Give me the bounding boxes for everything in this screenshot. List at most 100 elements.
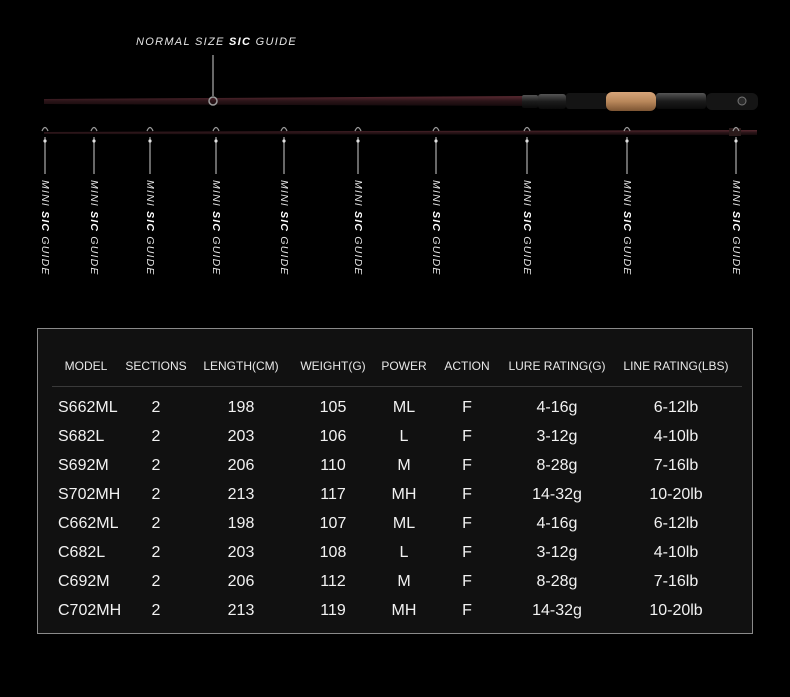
guide-emphasis: SIC [730, 211, 742, 233]
guide-emphasis: SIC [210, 211, 222, 233]
table-cell: 198 [227, 515, 255, 532]
mini-guide-ring [523, 126, 531, 132]
table-cell: 2 [151, 428, 161, 445]
model-cell: S692M [58, 457, 109, 474]
table-cell: 2 [151, 573, 161, 590]
table-cell: 7-16lb [653, 573, 699, 590]
table-cell: 105 [319, 399, 347, 416]
guide-suffix: GUIDE [621, 232, 633, 276]
guide-dot [625, 139, 629, 143]
guide-prefix: MINI [39, 180, 51, 212]
guide-prefix: MINI [730, 180, 742, 212]
table-cell: MH [391, 486, 417, 503]
model-cell: C692M [58, 573, 110, 590]
table-cell: F [462, 486, 472, 503]
mini-guide-label: MINI SIC GUIDE [352, 180, 364, 276]
header-divider [52, 386, 742, 387]
column-header: SECTIONS [125, 359, 187, 373]
mini-guide-ring [623, 126, 631, 132]
mini-guide-label: MINI SIC GUIDE [730, 180, 742, 276]
guide-emphasis: SIC [39, 211, 51, 233]
guide-suffix: GUIDE [730, 232, 742, 276]
model-cell: S702MH [58, 486, 121, 503]
table-cell: 206 [227, 457, 255, 474]
table-cell: 2 [151, 602, 161, 619]
guide-prefix: MINI [278, 180, 290, 212]
guide-prefix: MINI [144, 180, 156, 212]
table-cell: 110 [320, 457, 346, 474]
table-cell: 2 [151, 544, 161, 561]
table-cell: 4-16g [536, 515, 578, 532]
table-cell: 108 [319, 544, 347, 561]
table-cell: F [462, 399, 472, 416]
table-cell: F [462, 544, 472, 561]
table-cell: ML [392, 515, 416, 532]
column-header: WEIGHT(G) [300, 359, 366, 373]
guide-emphasis: SIC [88, 211, 100, 233]
table-cell: 107 [319, 515, 347, 532]
table-cell: F [462, 457, 472, 474]
table-cell: M [397, 573, 411, 590]
mini-guide-ring [280, 126, 288, 132]
guide-markers [41, 126, 740, 174]
table-cell: 6-12lb [653, 515, 699, 532]
table-cell: 2 [151, 486, 161, 503]
mini-guide-label: MINI SIC GUIDE [621, 180, 633, 276]
column-header: LINE RATING(LBS) [623, 359, 729, 373]
guide-prefix: MINI [430, 180, 442, 212]
table-cell: 106 [319, 428, 347, 445]
guide-dot [434, 139, 438, 143]
guide-emphasis: SIC [278, 211, 290, 233]
model-cell: S662ML [58, 399, 118, 416]
table-cell: 4-10lb [653, 428, 699, 445]
column-header: LURE RATING(G) [508, 359, 606, 373]
guide-prefix: MINI [521, 180, 533, 212]
model-cell: C702MH [58, 602, 122, 619]
normal-guide-label: NORMAL SIZE SIC GUIDE [136, 36, 297, 48]
table-cell: 10-20lb [649, 602, 703, 619]
guide-emphasis: SIC [144, 211, 156, 233]
mini-guide-label: MINI SIC GUIDE [521, 180, 533, 276]
table-cell: 14-32g [532, 486, 582, 503]
mini-guide-ring [212, 126, 220, 132]
guide-dot [734, 139, 738, 143]
table-cell: L [399, 428, 409, 445]
model-cell: C662ML [58, 515, 119, 532]
table-cell: 7-16lb [653, 457, 699, 474]
table-cell: 2 [151, 515, 161, 532]
table-cell: 112 [320, 573, 346, 590]
table-cell: 8-28g [536, 573, 578, 590]
table-cell: 10-20lb [649, 486, 703, 503]
table-cell: ML [392, 399, 416, 416]
guide-dot [214, 139, 218, 143]
mini-guide-label: MINI SIC GUIDE [278, 180, 290, 276]
table-cell: 203 [227, 544, 255, 561]
table-cell: 3-12g [536, 544, 578, 561]
table-cell: MH [391, 602, 417, 619]
normal-guide-marker [208, 96, 218, 106]
guide-dot [92, 139, 96, 143]
table-cell: 4-10lb [653, 544, 699, 561]
guide-emphasis: SIC [521, 211, 533, 233]
guide-suffix: GUIDE [144, 232, 156, 276]
table-cell: F [462, 515, 472, 532]
rod-illustration: NORMAL SIZE SIC GUIDE MINI SIC GUIDE MINI… [0, 0, 790, 300]
table-cell: 198 [227, 399, 255, 416]
table-cell: 4-16g [536, 399, 578, 416]
table-cell: 117 [320, 486, 346, 503]
table-cell: L [399, 544, 409, 561]
mini-guide-ring [354, 126, 362, 132]
mini-guide-ring [146, 126, 154, 132]
guide-suffix: GUIDE [521, 232, 533, 276]
cork-grip [606, 92, 656, 111]
guide-dot [282, 139, 286, 143]
guide-prefix: MINI [352, 180, 364, 212]
model-cell: C682L [58, 544, 106, 561]
rod-tip-section [44, 128, 757, 136]
table-cell: 3-12g [536, 428, 578, 445]
guide-suffix: GUIDE [88, 232, 100, 276]
callout-suffix: GUIDE [251, 36, 297, 48]
column-header: ACTION [444, 359, 490, 373]
guide-dot [148, 139, 152, 143]
guide-suffix: GUIDE [39, 232, 51, 276]
